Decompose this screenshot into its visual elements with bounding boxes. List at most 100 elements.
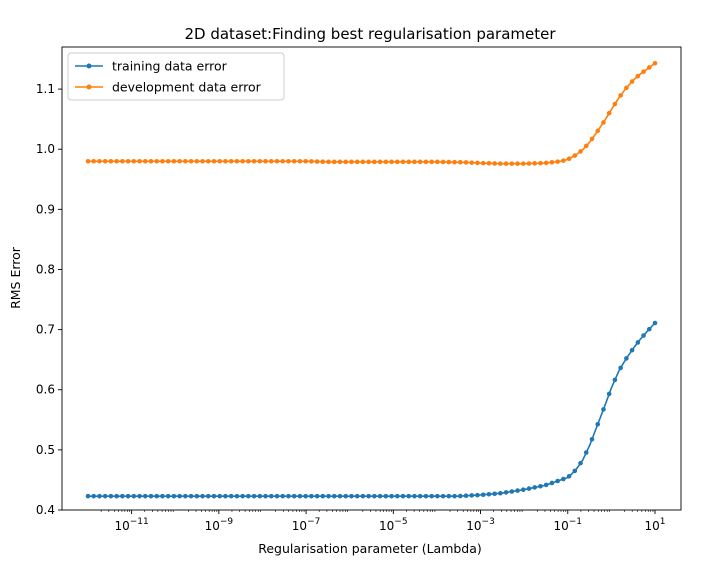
data-point bbox=[314, 493, 320, 499]
data-point bbox=[475, 492, 480, 498]
data-point bbox=[160, 493, 165, 499]
data-point bbox=[268, 158, 274, 164]
data-point bbox=[417, 159, 423, 165]
data-point bbox=[360, 493, 366, 499]
data-point bbox=[154, 493, 160, 499]
data-point bbox=[251, 158, 257, 164]
data-point bbox=[543, 160, 549, 166]
data-point bbox=[337, 493, 343, 499]
data-point bbox=[561, 476, 566, 482]
data-point bbox=[251, 493, 257, 499]
data-point bbox=[366, 159, 371, 165]
data-point bbox=[108, 493, 114, 499]
data-point bbox=[515, 488, 520, 493]
data-point bbox=[652, 60, 658, 66]
data-point bbox=[429, 493, 434, 499]
data-point bbox=[606, 110, 612, 116]
data-point bbox=[423, 493, 429, 499]
data-point bbox=[240, 158, 245, 164]
data-point bbox=[583, 450, 589, 455]
data-point bbox=[246, 158, 251, 164]
data-point bbox=[377, 493, 383, 499]
data-point bbox=[435, 493, 440, 499]
data-point bbox=[320, 159, 326, 165]
data-point bbox=[532, 161, 538, 166]
data-point bbox=[646, 326, 652, 332]
data-point bbox=[503, 490, 509, 495]
chart-title: 2D dataset:Finding best regularisation p… bbox=[184, 25, 556, 43]
data-point bbox=[102, 158, 108, 164]
data-point bbox=[498, 490, 503, 496]
y-tick-label: 0.5 bbox=[36, 443, 55, 457]
data-point bbox=[440, 159, 446, 165]
data-point bbox=[377, 159, 383, 165]
legend: training data error development data erro… bbox=[67, 52, 285, 101]
data-point bbox=[526, 161, 532, 166]
data-point bbox=[97, 158, 102, 164]
data-point bbox=[125, 493, 131, 499]
data-point bbox=[532, 485, 538, 490]
data-point bbox=[171, 158, 177, 164]
data-point bbox=[457, 493, 463, 499]
data-point bbox=[165, 158, 171, 164]
data-point bbox=[412, 493, 417, 499]
data-point bbox=[171, 493, 177, 499]
data-point bbox=[641, 333, 646, 338]
y-tick-label: 0.6 bbox=[36, 383, 55, 397]
data-point bbox=[641, 69, 646, 74]
data-point bbox=[234, 158, 240, 164]
data-point bbox=[234, 493, 240, 499]
data-point bbox=[114, 493, 119, 499]
data-point bbox=[91, 158, 97, 164]
plot-area-frame bbox=[61, 46, 682, 511]
data-point bbox=[331, 159, 337, 165]
series-2 bbox=[85, 60, 658, 166]
legend-label: training data error bbox=[112, 59, 228, 74]
data-point bbox=[125, 158, 131, 164]
data-point bbox=[423, 159, 429, 165]
legend-box bbox=[67, 52, 285, 101]
data-point bbox=[297, 158, 303, 164]
data-point bbox=[372, 493, 377, 499]
data-point bbox=[624, 356, 629, 361]
data-point bbox=[223, 493, 228, 499]
data-point bbox=[555, 159, 560, 164]
x-axis-label: Regularisation parameter (Lambda) bbox=[258, 541, 482, 556]
y-tick-label: 0.8 bbox=[36, 262, 55, 276]
data-point bbox=[372, 159, 377, 165]
data-point bbox=[211, 493, 217, 499]
data-point bbox=[217, 493, 223, 499]
data-point bbox=[148, 158, 154, 164]
y-tick-label: 1.1 bbox=[36, 82, 55, 96]
data-point bbox=[652, 320, 658, 326]
data-point bbox=[366, 493, 371, 499]
data-point bbox=[572, 468, 578, 474]
data-point bbox=[417, 493, 423, 499]
data-point bbox=[457, 160, 463, 165]
data-point bbox=[200, 158, 205, 164]
data-point bbox=[148, 493, 154, 499]
data-point bbox=[360, 159, 366, 165]
data-point bbox=[303, 493, 308, 499]
data-point bbox=[498, 161, 503, 166]
data-point bbox=[469, 493, 475, 498]
data-point bbox=[137, 158, 142, 164]
data-point bbox=[349, 493, 354, 499]
data-point bbox=[452, 159, 457, 165]
data-point bbox=[486, 491, 492, 497]
data-point bbox=[131, 158, 137, 164]
data-point bbox=[503, 161, 509, 166]
legend-marker bbox=[86, 63, 92, 69]
data-point bbox=[538, 483, 543, 489]
data-point bbox=[160, 158, 165, 164]
data-point bbox=[286, 158, 291, 164]
data-point bbox=[165, 493, 171, 499]
data-point bbox=[85, 158, 91, 164]
data-point bbox=[578, 460, 583, 466]
legend-marker bbox=[86, 84, 92, 90]
data-point bbox=[406, 159, 412, 165]
data-point bbox=[635, 73, 641, 79]
data-point bbox=[480, 492, 486, 498]
data-point bbox=[583, 143, 589, 149]
data-point bbox=[435, 159, 440, 165]
